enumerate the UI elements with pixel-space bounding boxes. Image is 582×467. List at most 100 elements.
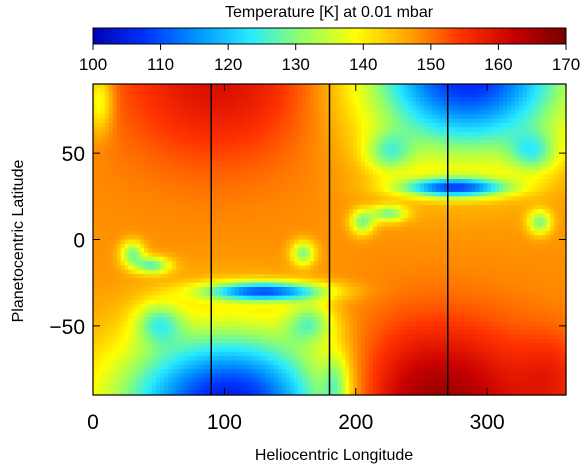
heatmap-cell: [408, 88, 413, 94]
heatmap-cell: [230, 84, 236, 89]
heatmap-cell: [136, 187, 141, 193]
heatmap-cell: [274, 84, 279, 89]
heatmap-cell: [171, 248, 177, 254]
heatmap-cell: [219, 196, 224, 202]
heatmap-cell: [132, 109, 137, 115]
heatmap-cell: [475, 200, 480, 206]
heatmap-cell: [124, 256, 130, 262]
heatmap-cell: [301, 230, 307, 236]
heatmap-cell: [234, 144, 240, 150]
heatmap-cell: [148, 239, 153, 245]
heatmap-cell: [361, 148, 366, 154]
heatmap-cell: [215, 213, 220, 219]
heatmap-cell: [372, 144, 378, 150]
heatmap-cell: [325, 217, 331, 223]
heatmap-cell: [250, 96, 256, 102]
heatmap-cell: [380, 256, 386, 262]
heatmap-cell: [242, 261, 248, 267]
heatmap-cell: [108, 256, 114, 262]
heatmap-cell: [435, 256, 441, 262]
heatmap-cell: [187, 226, 193, 232]
heatmap-cell: [215, 252, 220, 258]
heatmap-cell: [471, 200, 476, 206]
heatmap-cell: [420, 170, 425, 176]
heatmap-cell: [372, 187, 378, 193]
heatmap-cell: [459, 222, 465, 228]
heatmap-cell: [491, 179, 496, 184]
heatmap-cell: [384, 187, 390, 193]
heatmap-cell: [286, 191, 291, 197]
heatmap-cell: [408, 256, 413, 262]
heatmap-cell: [329, 101, 335, 107]
heatmap-cell: [175, 122, 181, 128]
heatmap-cell: [435, 161, 441, 167]
heatmap-cell: [518, 144, 524, 150]
heatmap-cell: [487, 105, 492, 111]
heatmap-cell: [120, 122, 126, 128]
heatmap-cell: [408, 179, 413, 184]
heatmap-cell: [132, 135, 137, 141]
heatmap-cell: [376, 200, 382, 206]
heatmap-cell: [290, 170, 295, 176]
heatmap-cell: [104, 161, 110, 167]
heatmap-cell: [156, 92, 161, 98]
heatmap-cell: [183, 230, 189, 236]
heatmap-cell: [364, 131, 370, 137]
heatmap-cell: [100, 187, 106, 193]
heatmap-cell: [384, 92, 390, 98]
heatmap-cell: [404, 191, 409, 197]
heatmap-cell: [459, 248, 465, 254]
heatmap-cell: [317, 187, 323, 193]
heatmap-cell: [562, 226, 567, 232]
heatmap-cell: [187, 213, 193, 219]
heatmap-cell: [475, 217, 480, 223]
heatmap-cell: [368, 209, 374, 215]
heatmap-cell: [388, 187, 394, 193]
heatmap-cell: [475, 127, 480, 133]
heatmap-cell: [234, 92, 240, 98]
heatmap-cell: [455, 122, 461, 128]
heatmap-cell: [392, 135, 398, 141]
heatmap-cell: [175, 114, 181, 120]
heatmap-cell: [171, 92, 177, 98]
heatmap-cell: [140, 217, 145, 223]
heatmap-cell: [124, 140, 130, 146]
heatmap-cell: [416, 191, 421, 197]
heatmap-cell: [262, 256, 268, 262]
heatmap-cell: [396, 204, 402, 210]
heatmap-cell: [396, 127, 402, 133]
heatmap-cell: [506, 252, 512, 258]
heatmap-cell: [227, 144, 232, 150]
heatmap-cell: [487, 135, 492, 141]
heatmap-cell: [250, 200, 256, 206]
heatmap-cell: [451, 153, 457, 159]
heatmap-cell: [116, 191, 122, 197]
heatmap-cell: [337, 114, 342, 120]
heatmap-cell: [144, 179, 149, 184]
heatmap-cell: [487, 109, 492, 115]
heatmap-cell: [120, 187, 126, 193]
heatmap-cell: [451, 101, 457, 107]
heatmap-cell: [274, 118, 279, 124]
heatmap-cell: [463, 217, 469, 223]
heatmap-cell: [195, 252, 201, 258]
heatmap-cell: [364, 248, 370, 254]
heatmap-cell: [227, 261, 232, 267]
heatmap-cell: [431, 148, 437, 154]
heatmap-cell: [368, 248, 374, 254]
heatmap-cell: [361, 109, 366, 115]
heatmap-cell: [171, 222, 177, 228]
heatmap-cell: [400, 84, 405, 89]
heatmap-cell: [317, 153, 323, 159]
heatmap-cell: [530, 230, 536, 236]
heatmap-cell: [329, 217, 335, 223]
heatmap-cell: [439, 92, 445, 98]
heatmap-cell: [100, 248, 106, 254]
heatmap-cell: [132, 101, 137, 107]
heatmap-cell: [207, 235, 212, 241]
heatmap-cell: [203, 127, 208, 133]
heatmap-cell: [156, 96, 161, 102]
heatmap-cell: [199, 84, 204, 89]
heatmap-cell: [183, 140, 189, 146]
heatmap-cell: [183, 157, 189, 163]
